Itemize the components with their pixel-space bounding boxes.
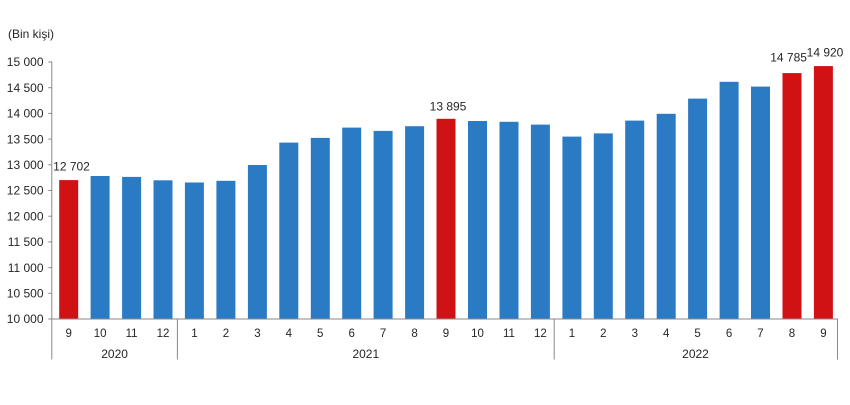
svg-text:12 702: 12 702 bbox=[53, 160, 90, 174]
svg-text:10 500: 10 500 bbox=[7, 287, 44, 301]
svg-text:10 000: 10 000 bbox=[7, 312, 44, 326]
svg-text:6: 6 bbox=[726, 328, 732, 340]
svg-text:1: 1 bbox=[569, 328, 575, 340]
svg-text:13 500: 13 500 bbox=[7, 132, 44, 146]
svg-text:12: 12 bbox=[534, 328, 547, 340]
svg-text:15 000: 15 000 bbox=[7, 55, 44, 69]
svg-text:5: 5 bbox=[694, 328, 700, 340]
svg-text:3: 3 bbox=[254, 328, 260, 340]
svg-text:7: 7 bbox=[757, 328, 763, 340]
svg-text:4: 4 bbox=[663, 328, 670, 340]
svg-text:10: 10 bbox=[94, 328, 107, 340]
svg-text:9: 9 bbox=[820, 328, 826, 340]
svg-text:12 000: 12 000 bbox=[7, 209, 44, 223]
svg-text:13 000: 13 000 bbox=[7, 158, 44, 172]
svg-text:14 785: 14 785 bbox=[770, 51, 807, 65]
svg-text:11 000: 11 000 bbox=[8, 261, 44, 275]
svg-text:2021: 2021 bbox=[352, 347, 379, 361]
svg-text:14 500: 14 500 bbox=[7, 81, 44, 95]
svg-text:5: 5 bbox=[317, 328, 323, 340]
svg-text:11: 11 bbox=[126, 328, 138, 340]
svg-text:12 500: 12 500 bbox=[7, 184, 44, 198]
svg-text:(Bin kişi): (Bin kişi) bbox=[8, 27, 54, 41]
svg-text:14 000: 14 000 bbox=[7, 107, 44, 121]
svg-text:8: 8 bbox=[411, 328, 417, 340]
svg-text:8: 8 bbox=[789, 328, 795, 340]
svg-text:13 895: 13 895 bbox=[430, 99, 467, 113]
svg-text:14 920: 14 920 bbox=[807, 46, 844, 60]
svg-text:2: 2 bbox=[600, 328, 606, 340]
svg-text:2020: 2020 bbox=[101, 347, 128, 361]
svg-text:2: 2 bbox=[223, 328, 229, 340]
svg-text:12: 12 bbox=[157, 328, 170, 340]
svg-text:9: 9 bbox=[443, 328, 449, 340]
svg-text:11 500: 11 500 bbox=[8, 235, 44, 249]
svg-text:11: 11 bbox=[503, 328, 515, 340]
svg-text:9: 9 bbox=[65, 328, 71, 340]
svg-text:1: 1 bbox=[191, 328, 197, 340]
svg-text:10: 10 bbox=[471, 328, 484, 340]
svg-text:6: 6 bbox=[348, 328, 354, 340]
svg-text:3: 3 bbox=[632, 328, 638, 340]
svg-text:2022: 2022 bbox=[682, 347, 709, 361]
svg-text:4: 4 bbox=[286, 328, 293, 340]
svg-text:7: 7 bbox=[380, 328, 386, 340]
